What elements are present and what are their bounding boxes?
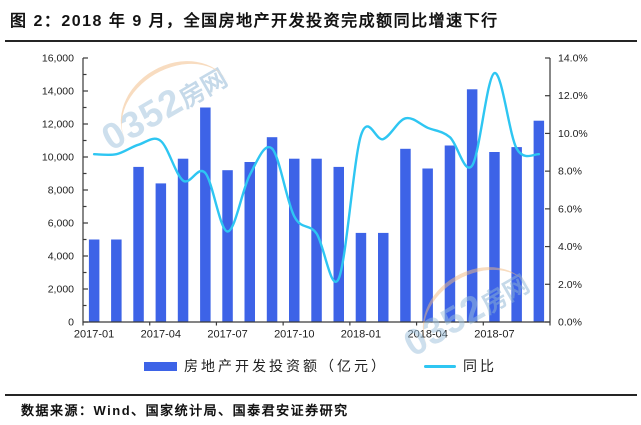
right-axis-label: 12.0%	[558, 90, 588, 102]
bar-2017-03	[133, 166, 144, 322]
bar-2017-02	[111, 239, 122, 322]
bar-2018-03	[400, 148, 411, 323]
title-divider	[5, 40, 637, 42]
x-axis-label: 2017-07	[207, 329, 247, 341]
bar-2017-09	[266, 137, 278, 322]
legend-bar-swatch	[144, 361, 177, 371]
bar-2017-08	[244, 162, 255, 322]
left-axis-label: 6,000	[48, 218, 74, 230]
chart-legend: 房地产开发投资额（亿元） 同比	[0, 356, 641, 376]
legend-label-investment: 房地产开发投资额（亿元）	[184, 358, 388, 374]
x-axis-label: 2018-01	[341, 329, 381, 341]
legend-item-yoy: 同比	[424, 356, 497, 376]
right-axis-label: 4.0%	[558, 241, 582, 253]
bar-2017-07	[222, 170, 233, 322]
left-axis-label: 2,000	[48, 284, 74, 296]
legend-item-investment: 房地产开发投资额（亿元）	[144, 356, 388, 376]
bar-2018-06	[466, 89, 478, 322]
right-axis-label: 0.0%	[558, 317, 582, 329]
x-axis-label: 2018-04	[408, 329, 448, 341]
bar-2018-05	[444, 145, 456, 322]
x-axis-label: 2017-01	[74, 329, 114, 341]
right-axis-label: 2.0%	[558, 279, 582, 291]
right-axis-label: 6.0%	[558, 203, 582, 215]
bar-2018-09	[533, 120, 545, 322]
bars-layer	[88, 89, 545, 323]
bar-2017-04	[155, 183, 167, 322]
data-source-text: 数据来源：Wind、国家统计局、国泰君安证券研究	[21, 403, 349, 418]
legend-line-swatch	[424, 364, 456, 368]
bar-2018-04	[422, 168, 433, 322]
bar-2018-08	[511, 147, 522, 322]
axis-labels: 0 2,000 4,000 6,000 8,000 10,000 12,000 14,000 1…	[42, 53, 588, 341]
bar-2017-10	[289, 158, 300, 322]
right-axis-label: 8.0%	[558, 166, 582, 178]
bar-2017-12	[333, 166, 344, 322]
right-axis-label: 10.0%	[558, 128, 588, 140]
legend-label-yoy: 同比	[463, 358, 497, 374]
bar-2018-07	[489, 152, 500, 322]
left-axis-label: 14,000	[42, 86, 74, 98]
left-axis-label: 0	[68, 317, 74, 329]
bar-2017-05	[177, 158, 189, 322]
footer-divider	[5, 394, 637, 396]
left-axis-label: 12,000	[42, 119, 74, 131]
x-axis-label: 2018-07	[474, 329, 514, 341]
bar-2017-01	[88, 239, 100, 322]
x-axis-label: 2017-10	[274, 329, 314, 341]
left-axis-label: 4,000	[48, 251, 74, 263]
bar-2018-02	[378, 232, 389, 322]
left-axis-label: 16,000	[42, 53, 74, 65]
x-axis-label: 2017-04	[141, 329, 181, 341]
bar-2017-11	[311, 158, 322, 322]
yoy-line	[92, 71, 541, 283]
axes-layer	[82, 57, 551, 326]
left-axis-label: 10,000	[42, 152, 74, 164]
left-axis-label: 8,000	[48, 185, 74, 197]
figure-title: 图 2：2018 年 9 月，全国房地产开发投资完成额同比增速下行	[10, 13, 499, 30]
bar-2018-01	[355, 232, 367, 322]
bar-2017-06	[200, 107, 211, 322]
right-axis-label: 14.0%	[558, 53, 588, 65]
